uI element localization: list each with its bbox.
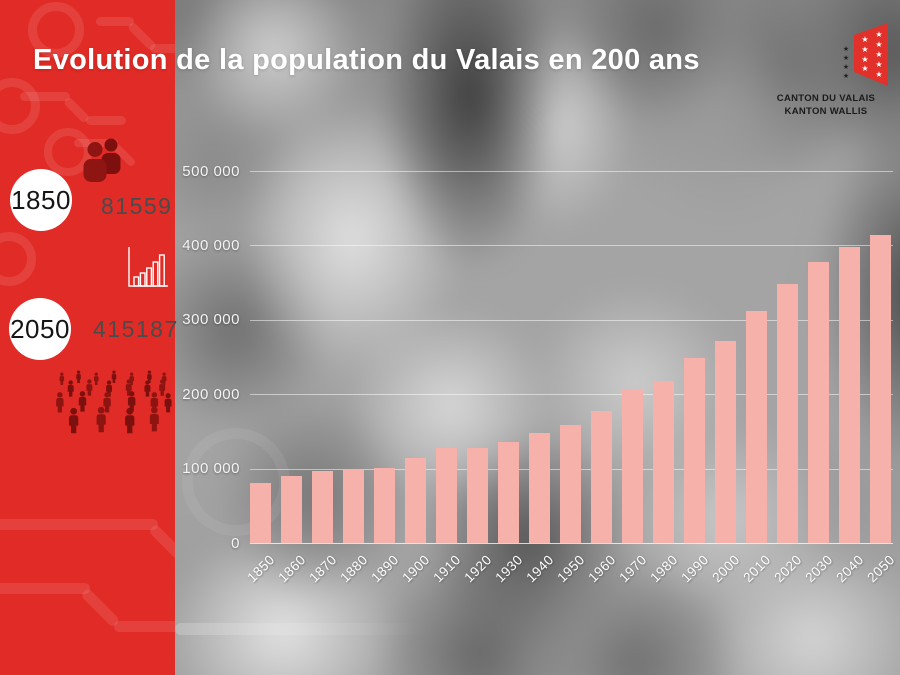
x-tick-label: 1970 bbox=[616, 552, 651, 586]
x-tick-label: 2010 bbox=[740, 552, 775, 586]
x-tick-label: 1870 bbox=[306, 552, 341, 586]
circuit-trace-photo bbox=[175, 623, 430, 635]
population-bar-1940 bbox=[529, 433, 550, 544]
x-tick-label: 2050 bbox=[864, 552, 899, 586]
year-2050-label: 2050 bbox=[10, 313, 70, 344]
svg-text:★: ★ bbox=[875, 60, 882, 69]
svg-text:★: ★ bbox=[843, 72, 849, 80]
population-bar-1970 bbox=[622, 389, 643, 544]
crowd-icon bbox=[56, 370, 172, 434]
circuit-ring bbox=[0, 232, 36, 286]
x-tick-label: 1860 bbox=[275, 552, 310, 586]
population-bar-1990 bbox=[684, 357, 705, 544]
x-tick-label: 1920 bbox=[461, 552, 496, 586]
svg-text:★: ★ bbox=[861, 64, 868, 73]
circuit-trace bbox=[150, 44, 175, 53]
population-bar-1920 bbox=[467, 448, 488, 544]
population-value-1850: 81559 bbox=[101, 193, 173, 219]
year-circle-2050: 2050 bbox=[9, 298, 71, 360]
population-bar-1850 bbox=[250, 482, 271, 544]
population-bar-1870 bbox=[312, 471, 333, 544]
two-people-icon bbox=[83, 138, 121, 182]
growth-chart-icon bbox=[128, 247, 168, 287]
population-bar-1900 bbox=[405, 458, 426, 544]
x-tick-label: 1900 bbox=[399, 552, 434, 586]
y-tick-label: 400 000 bbox=[182, 236, 240, 254]
svg-text:★: ★ bbox=[861, 45, 868, 54]
circuit-trace bbox=[0, 583, 90, 594]
y-tick-label: 500 000 bbox=[182, 162, 240, 180]
y-tick-label: 300 000 bbox=[182, 311, 240, 329]
population-bar-1960 bbox=[591, 411, 612, 544]
svg-text:★: ★ bbox=[861, 55, 868, 64]
circuit-trace bbox=[86, 116, 126, 125]
population-bar-2030 bbox=[808, 261, 829, 544]
grid-line-400000 bbox=[250, 245, 893, 247]
x-tick-label: 1990 bbox=[678, 552, 713, 586]
circuit-ring bbox=[28, 2, 84, 58]
x-tick-label: 1880 bbox=[337, 552, 372, 586]
population-bar-1890 bbox=[374, 467, 395, 544]
x-tick-label: 1940 bbox=[523, 552, 558, 586]
circuit-trace bbox=[0, 519, 158, 530]
x-tick-label: 2020 bbox=[771, 552, 806, 586]
population-value-2050: 415187 bbox=[93, 316, 179, 342]
x-tick-label: 2040 bbox=[833, 552, 868, 586]
grid-line-200000 bbox=[250, 394, 893, 396]
x-tick-label: 1950 bbox=[554, 552, 589, 586]
svg-text:★: ★ bbox=[875, 40, 882, 49]
svg-text:★: ★ bbox=[843, 54, 849, 62]
svg-text:★: ★ bbox=[875, 70, 882, 79]
canton-valais-logo: ★ ★ ★ ★ ★ ★ ★ ★ ★ ★ ★ ★ ★ CANTON DU VALA… bbox=[764, 20, 894, 118]
circuit-trace bbox=[114, 621, 175, 632]
svg-text:★: ★ bbox=[861, 35, 868, 44]
y-tick-label: 100 000 bbox=[182, 460, 240, 478]
population-bar-1930 bbox=[498, 442, 519, 544]
grid-line-300000 bbox=[250, 319, 893, 321]
x-tick-label: 2030 bbox=[802, 552, 837, 586]
year-circle-1850: 1850 bbox=[10, 169, 72, 231]
population-bar-1950 bbox=[560, 425, 581, 544]
svg-text:★: ★ bbox=[875, 50, 882, 59]
x-tick-label: 1960 bbox=[585, 552, 620, 586]
logo-text-line2: KANTON WALLIS bbox=[784, 106, 868, 117]
valais-flag-icon: ★ ★ ★ ★ ★ ★ ★ ★ ★ ★ ★ ★ ★ bbox=[843, 23, 888, 86]
grid-line-0 bbox=[250, 543, 893, 544]
population-bar-2050 bbox=[870, 234, 891, 544]
circuit-ring bbox=[0, 78, 40, 134]
population-bar-2010 bbox=[746, 310, 767, 544]
circuit-trace bbox=[96, 17, 134, 26]
svg-text:★: ★ bbox=[843, 63, 849, 71]
y-tick-label: 200 000 bbox=[182, 385, 240, 403]
population-bar-1860 bbox=[281, 475, 302, 544]
y-tick-label: 0 bbox=[231, 534, 240, 552]
x-tick-label: 1890 bbox=[368, 552, 403, 586]
population-bar-1880 bbox=[343, 468, 364, 544]
x-tick-label: 1910 bbox=[430, 552, 465, 586]
population-bar-2020 bbox=[777, 284, 798, 544]
population-bar-2000 bbox=[715, 340, 736, 544]
x-tick-label: 1850 bbox=[244, 552, 279, 586]
x-tick-label: 2000 bbox=[709, 552, 744, 586]
year-1850-label: 1850 bbox=[11, 184, 71, 215]
svg-text:★: ★ bbox=[843, 45, 849, 53]
logo-text-line1: CANTON DU VALAIS bbox=[776, 93, 876, 104]
x-tick-label: 1930 bbox=[492, 552, 527, 586]
population-bar-1910 bbox=[436, 447, 457, 544]
x-tick-label: 1980 bbox=[647, 552, 682, 586]
svg-text:★: ★ bbox=[875, 30, 882, 39]
grid-line-500000 bbox=[250, 171, 893, 172]
page-title: Evolution de la population du Valais en … bbox=[33, 44, 700, 76]
circuit-trace bbox=[20, 92, 70, 101]
population-bar-1980 bbox=[653, 380, 674, 544]
population-bar-2040 bbox=[839, 246, 860, 544]
